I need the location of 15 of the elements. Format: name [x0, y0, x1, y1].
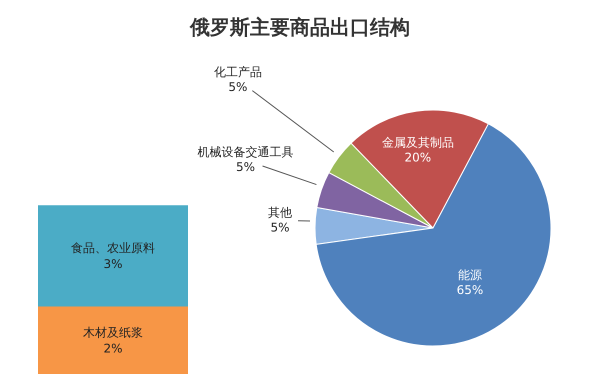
data-label: 5%	[270, 220, 290, 234]
data-label: 5%	[228, 80, 248, 94]
slice-label: 机械设备交通工具	[198, 145, 294, 160]
data-label: 2%	[103, 341, 123, 356]
slice-label: 能源	[458, 268, 482, 282]
series-label: 食品、农业原料	[71, 240, 155, 255]
slice-label: 其他	[268, 205, 292, 220]
slice-label: 化工产品	[214, 64, 262, 79]
series-label: 木材及纸浆	[83, 325, 143, 340]
data-label: 5%	[236, 160, 256, 174]
data-label: 65%	[456, 282, 484, 297]
data-label: 3%	[103, 256, 123, 271]
slice-label: 金属及其制品	[382, 136, 454, 150]
data-label: 20%	[404, 150, 432, 165]
chart-title: 俄罗斯主要商品出口结构	[188, 14, 411, 41]
